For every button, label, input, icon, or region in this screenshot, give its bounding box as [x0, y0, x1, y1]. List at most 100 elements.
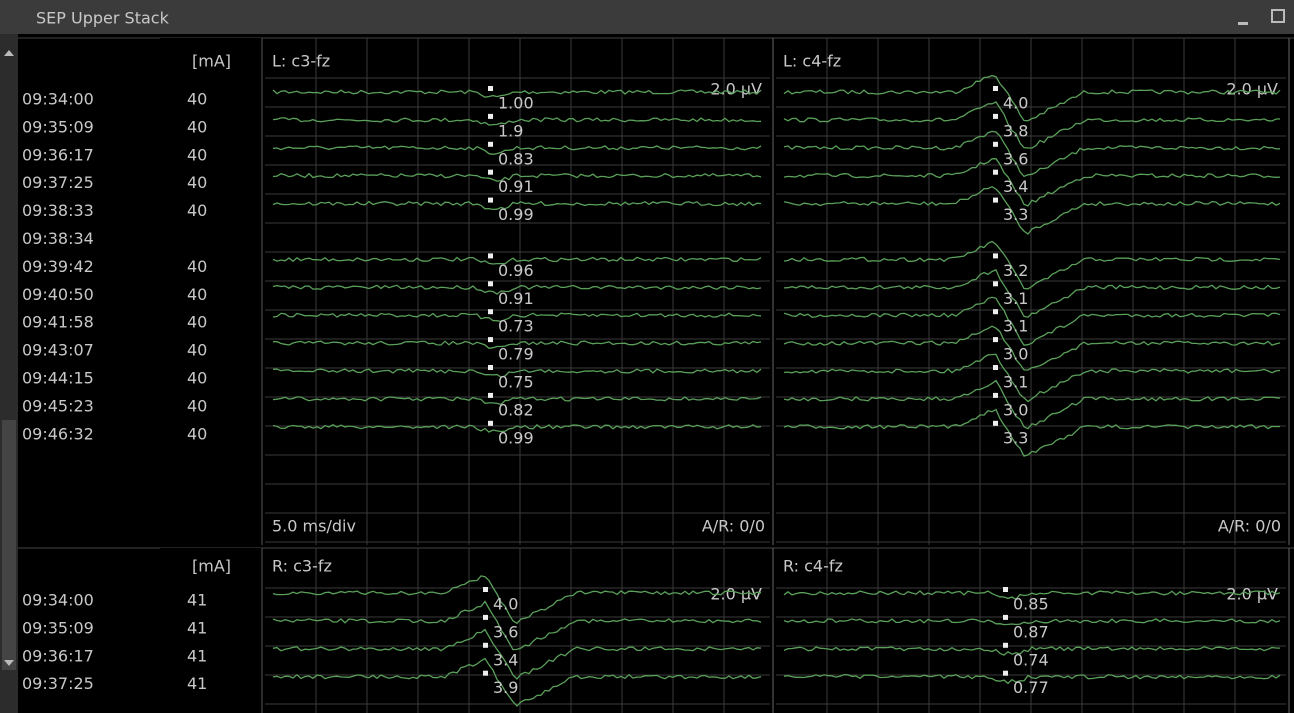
waveform [783, 408, 1281, 457]
amplitude-label: 4.0 [1003, 94, 1028, 113]
time-label: 09:37:25 [22, 674, 94, 693]
peak-marker [488, 337, 493, 343]
peak-marker [993, 337, 998, 343]
time-label: 09:43:07 [22, 341, 94, 360]
artifact-status: A/R: 0/0 [1218, 517, 1281, 536]
waveform [783, 158, 1281, 207]
amplitude-label: 0.83 [498, 149, 534, 168]
time-label: 09:45:23 [22, 396, 94, 415]
waveform [272, 424, 762, 433]
waveform [272, 657, 762, 707]
waveform [272, 256, 762, 265]
amplitude-label: 3.2 [1003, 261, 1028, 280]
maximize-button[interactable] [1271, 9, 1285, 23]
time-label: 09:40:50 [22, 285, 94, 304]
peak-marker [488, 281, 493, 287]
peak-marker [483, 642, 488, 648]
current-label: 40 [187, 369, 207, 388]
peak-marker [1003, 670, 1008, 676]
time-label: 09:34:00 [22, 90, 94, 109]
channel-name: R: c4-fz [783, 557, 843, 576]
current-label: 40 [187, 257, 207, 276]
peak-marker [488, 141, 493, 147]
waveform [783, 185, 1281, 235]
current-label: 40 [187, 201, 207, 220]
minimize-button[interactable] [1238, 22, 1248, 25]
channel-name: L: c3-fz [272, 52, 330, 71]
scroll-up[interactable] [4, 50, 14, 56]
waveform [272, 600, 762, 651]
amplitude-label: 0.96 [498, 261, 534, 280]
peak-marker [993, 86, 998, 91]
amplitude-label: 0.82 [498, 400, 534, 419]
peak-marker [993, 169, 998, 175]
waveform [272, 628, 762, 680]
amplitude-label: 0.85 [1013, 595, 1049, 614]
amplitude-label: 0.75 [498, 373, 534, 392]
scale-label: 2.0 µV [1226, 585, 1278, 604]
peak-marker [488, 86, 493, 91]
time-label: 09:41:58 [22, 313, 94, 332]
amplitude-label: 3.4 [493, 650, 518, 669]
waveform [783, 240, 1281, 290]
waveform [272, 284, 762, 295]
amplitude-label: 3.3 [1003, 205, 1028, 224]
current-label: 41 [187, 674, 207, 693]
peak-marker [993, 197, 998, 203]
amplitude-label: 3.6 [1003, 149, 1028, 168]
waveform [783, 379, 1281, 430]
timebase: 5.0 ms/div [272, 517, 356, 536]
amplitude-label: 0.79 [498, 345, 534, 364]
current-label: 40 [187, 173, 207, 192]
waveform [272, 145, 762, 155]
current-label: 40 [187, 424, 207, 443]
current-column [160, 548, 262, 713]
waveform [783, 618, 1281, 626]
amplitude-label: 4.0 [493, 595, 518, 614]
scroll-down[interactable] [4, 660, 14, 666]
time-label: 09:35:09 [22, 117, 94, 136]
waveform [272, 396, 762, 406]
amplitude-label: 3.4 [1003, 177, 1028, 196]
peak-marker [993, 420, 998, 426]
amplitude-label: 3.8 [1003, 121, 1028, 140]
current-label: 40 [187, 285, 207, 304]
current-label: 40 [187, 396, 207, 415]
waveform [272, 368, 762, 378]
waveform [272, 200, 762, 211]
amplitude-label: 3.3 [1003, 428, 1028, 447]
current-label: 40 [187, 90, 207, 109]
channel-name: R: c3-fz [272, 557, 332, 576]
amplitude-label: 3.1 [1003, 289, 1028, 308]
waveform [272, 575, 762, 625]
peak-marker [488, 169, 493, 175]
amplitude-label: 0.99 [498, 428, 534, 447]
scroll-thumb[interactable] [2, 420, 16, 670]
peak-marker [993, 392, 998, 398]
time-label: 09:36:17 [22, 646, 94, 665]
time-label: 09:35:09 [22, 618, 94, 637]
peak-marker [483, 670, 488, 676]
waveform [783, 130, 1281, 178]
time-label: 09:38:33 [22, 201, 94, 220]
current-label: 41 [187, 618, 207, 637]
waveform [783, 353, 1281, 403]
amplitude-label: 0.91 [498, 289, 534, 308]
peak-marker [1003, 614, 1008, 620]
peak-marker [488, 365, 493, 370]
amplitude-label: 3.1 [1003, 317, 1028, 336]
window-title: SEP Upper Stack [36, 9, 170, 28]
waveform [783, 325, 1281, 371]
waveform [783, 268, 1281, 318]
peak-marker [483, 587, 488, 592]
amplitude-label: 3.6 [493, 622, 518, 641]
current-label: 41 [187, 591, 207, 610]
content: [mA] L: c3-fz 2.0 µV A/R: 0/0 L: c4-fz 2.0 µV… [18, 37, 1294, 713]
time-label: 09:34:00 [22, 591, 94, 610]
amplitude-label: 3.1 [1003, 373, 1028, 392]
scale-label: 2.0 µV [710, 80, 762, 99]
peak-marker [483, 614, 488, 620]
amplitude-label: 0.77 [1013, 678, 1049, 697]
peak-marker [488, 420, 493, 426]
